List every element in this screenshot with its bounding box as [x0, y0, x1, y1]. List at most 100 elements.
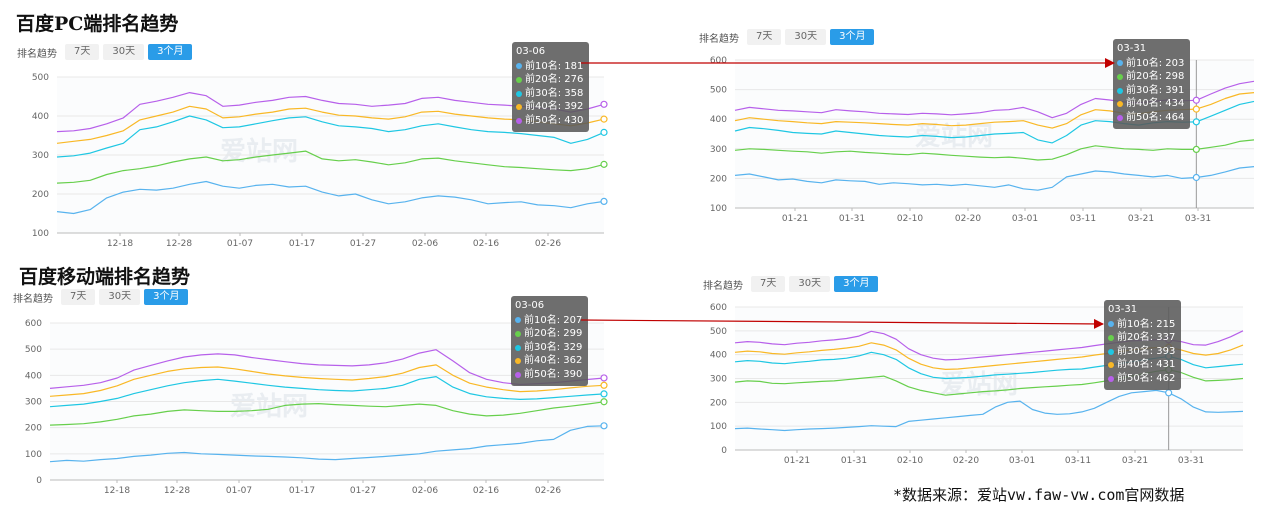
- x-tick-label: 02-26: [535, 486, 561, 496]
- x-tick-label: 03-01: [1012, 214, 1038, 224]
- y-tick-label: 300: [32, 151, 49, 161]
- y-tick-label: 600: [25, 319, 42, 329]
- tooltip-value: 前50名: 430: [525, 114, 584, 126]
- tooltip-row-top50: 前50名: 390: [515, 368, 582, 382]
- range-3months-button[interactable]: 3个月: [148, 44, 193, 60]
- x-tick-label: 03-21: [1128, 214, 1154, 224]
- series-top40-dot: [516, 104, 522, 111]
- tooltip-value: 前30名: 393: [1117, 345, 1176, 357]
- x-tick-label: 12-28: [166, 239, 192, 249]
- range-3months-button[interactable]: 3个月: [830, 29, 875, 45]
- range-30days-button[interactable]: 30天: [99, 289, 141, 305]
- series-top50-dot: [516, 117, 522, 124]
- range-label: 排名趋势: [703, 280, 743, 292]
- range-7days-button[interactable]: 7天: [747, 29, 782, 45]
- series-top30-dot: [1117, 87, 1123, 94]
- x-tick-label: 12-18: [107, 239, 133, 249]
- tooltip-value: 前10名: 203: [1126, 57, 1185, 69]
- tooltip-value: 前30名: 329: [524, 341, 583, 353]
- x-tick-label: 02-26: [535, 239, 561, 249]
- range-3months-button[interactable]: 3个月: [834, 276, 879, 292]
- range-30days-button[interactable]: 30天: [103, 44, 145, 60]
- tooltip-value: 前20名: 299: [524, 328, 583, 340]
- x-tick-label: 02-20: [953, 456, 979, 466]
- y-tick-label: 400: [25, 371, 42, 381]
- y-tick-label: 500: [710, 327, 727, 337]
- tooltip-row-top50: 前50名: 462: [1108, 372, 1175, 386]
- range-7days-button[interactable]: 7天: [65, 44, 100, 60]
- range-selector-pc-left: 排名趋势 7天 30天 3个月: [17, 44, 196, 60]
- tooltip-pc-left: 03-06 前10名: 181 前20名: 276 前30名: 358 前40名…: [512, 42, 590, 132]
- tooltip-row-top20: 前20名: 299: [515, 327, 582, 341]
- y-tick-label: 600: [710, 303, 727, 313]
- series-top30-dot: [515, 344, 521, 351]
- series-line-top10: [734, 166, 1255, 191]
- hover-marker-top40: [600, 381, 608, 389]
- series-top50-dot: [515, 371, 521, 378]
- y-tick-label: 400: [710, 115, 727, 125]
- hover-marker-top10: [600, 422, 608, 430]
- tooltip-value: 前40名: 392: [525, 101, 584, 113]
- x-tick-label: 12-18: [104, 486, 130, 496]
- range-selector-pc-right: 排名趋势 7天 30天 3个月: [699, 29, 878, 45]
- hover-marker-top30: [1192, 118, 1200, 126]
- x-tick-label: 02-20: [955, 214, 981, 224]
- x-tick-label: 02-16: [473, 486, 499, 496]
- x-tick-label: 12-28: [164, 486, 190, 496]
- tooltip-row-top30: 前30名: 358: [516, 87, 583, 101]
- range-7days-button[interactable]: 7天: [751, 276, 786, 292]
- series-top50-dot: [1108, 375, 1114, 382]
- tooltip-pc-right: 03-31 前10名: 203 前20名: 298 前30名: 391 前40名…: [1113, 39, 1191, 129]
- tooltip-value: 前40名: 431: [1117, 359, 1176, 371]
- y-tick-label: 400: [32, 112, 49, 122]
- tooltip-row-top50: 前50名: 430: [516, 114, 583, 128]
- watermark: 爱站网: [220, 137, 298, 167]
- tooltip-mobile-right: 03-31 前10名: 215 前20名: 337 前30名: 393 前40名…: [1104, 300, 1182, 390]
- tooltip-value: 前20名: 337: [1117, 332, 1176, 344]
- y-tick-label: 500: [25, 345, 42, 355]
- series-top40-dot: [1108, 362, 1114, 369]
- hover-marker-top10: [600, 197, 608, 206]
- series-line-top10: [56, 180, 605, 215]
- range-7days-button[interactable]: 7天: [61, 289, 96, 305]
- range-3months-button[interactable]: 3个月: [144, 289, 189, 305]
- hover-marker-top50: [1192, 96, 1200, 104]
- hover-marker-top30: [600, 128, 608, 136]
- tooltip-value: 前10名: 207: [524, 314, 583, 326]
- tooltip-value: 前50名: 464: [1126, 111, 1185, 123]
- tooltip-row-top20: 前20名: 276: [516, 73, 583, 87]
- series-top30-dot: [516, 90, 522, 97]
- x-tick-label: 03-31: [1185, 214, 1211, 224]
- y-tick-label: 600: [710, 56, 727, 66]
- y-tick-label: 200: [710, 174, 727, 184]
- tooltip-date: 03-31: [1108, 304, 1138, 315]
- tooltip-mobile-left: 03-06 前10名: 207 前20名: 299 前30名: 329 前40名…: [511, 296, 589, 386]
- series-top10-dot: [1117, 60, 1123, 67]
- tooltip-row-top20: 前20名: 337: [1108, 331, 1175, 345]
- y-tick-label: 200: [710, 398, 727, 408]
- hover-marker-top30: [600, 390, 608, 398]
- x-tick-label: 02-16: [473, 239, 499, 249]
- tooltip-row-top50: 前50名: 464: [1117, 111, 1184, 125]
- tooltip-row-top20: 前20名: 298: [1117, 70, 1184, 84]
- series-line-top20: [49, 401, 605, 426]
- series-line-top30: [56, 115, 605, 158]
- hover-marker-top40: [600, 115, 608, 123]
- y-tick-label: 100: [710, 204, 727, 214]
- series-line-top10: [49, 425, 605, 463]
- hover-marker-top20: [600, 160, 608, 168]
- x-tick-label: 01-31: [839, 214, 865, 224]
- hover-marker-top50: [600, 100, 608, 108]
- range-30days-button[interactable]: 30天: [785, 29, 827, 45]
- y-tick-label: 100: [710, 422, 727, 432]
- range-30days-button[interactable]: 30天: [789, 276, 831, 292]
- data-source-note: *数据来源：爱站vw.faw-vw.com官网数据: [893, 486, 1185, 504]
- x-tick-label: 02-06: [412, 239, 438, 249]
- x-tick-label: 01-17: [289, 486, 315, 496]
- tooltip-value: 前50名: 462: [1117, 372, 1176, 384]
- series-top10-dot: [1108, 321, 1114, 328]
- x-tick-label: 01-27: [350, 239, 376, 249]
- tooltip-row-top40: 前40名: 362: [515, 354, 582, 368]
- tooltip-date: 03-31: [1117, 43, 1147, 54]
